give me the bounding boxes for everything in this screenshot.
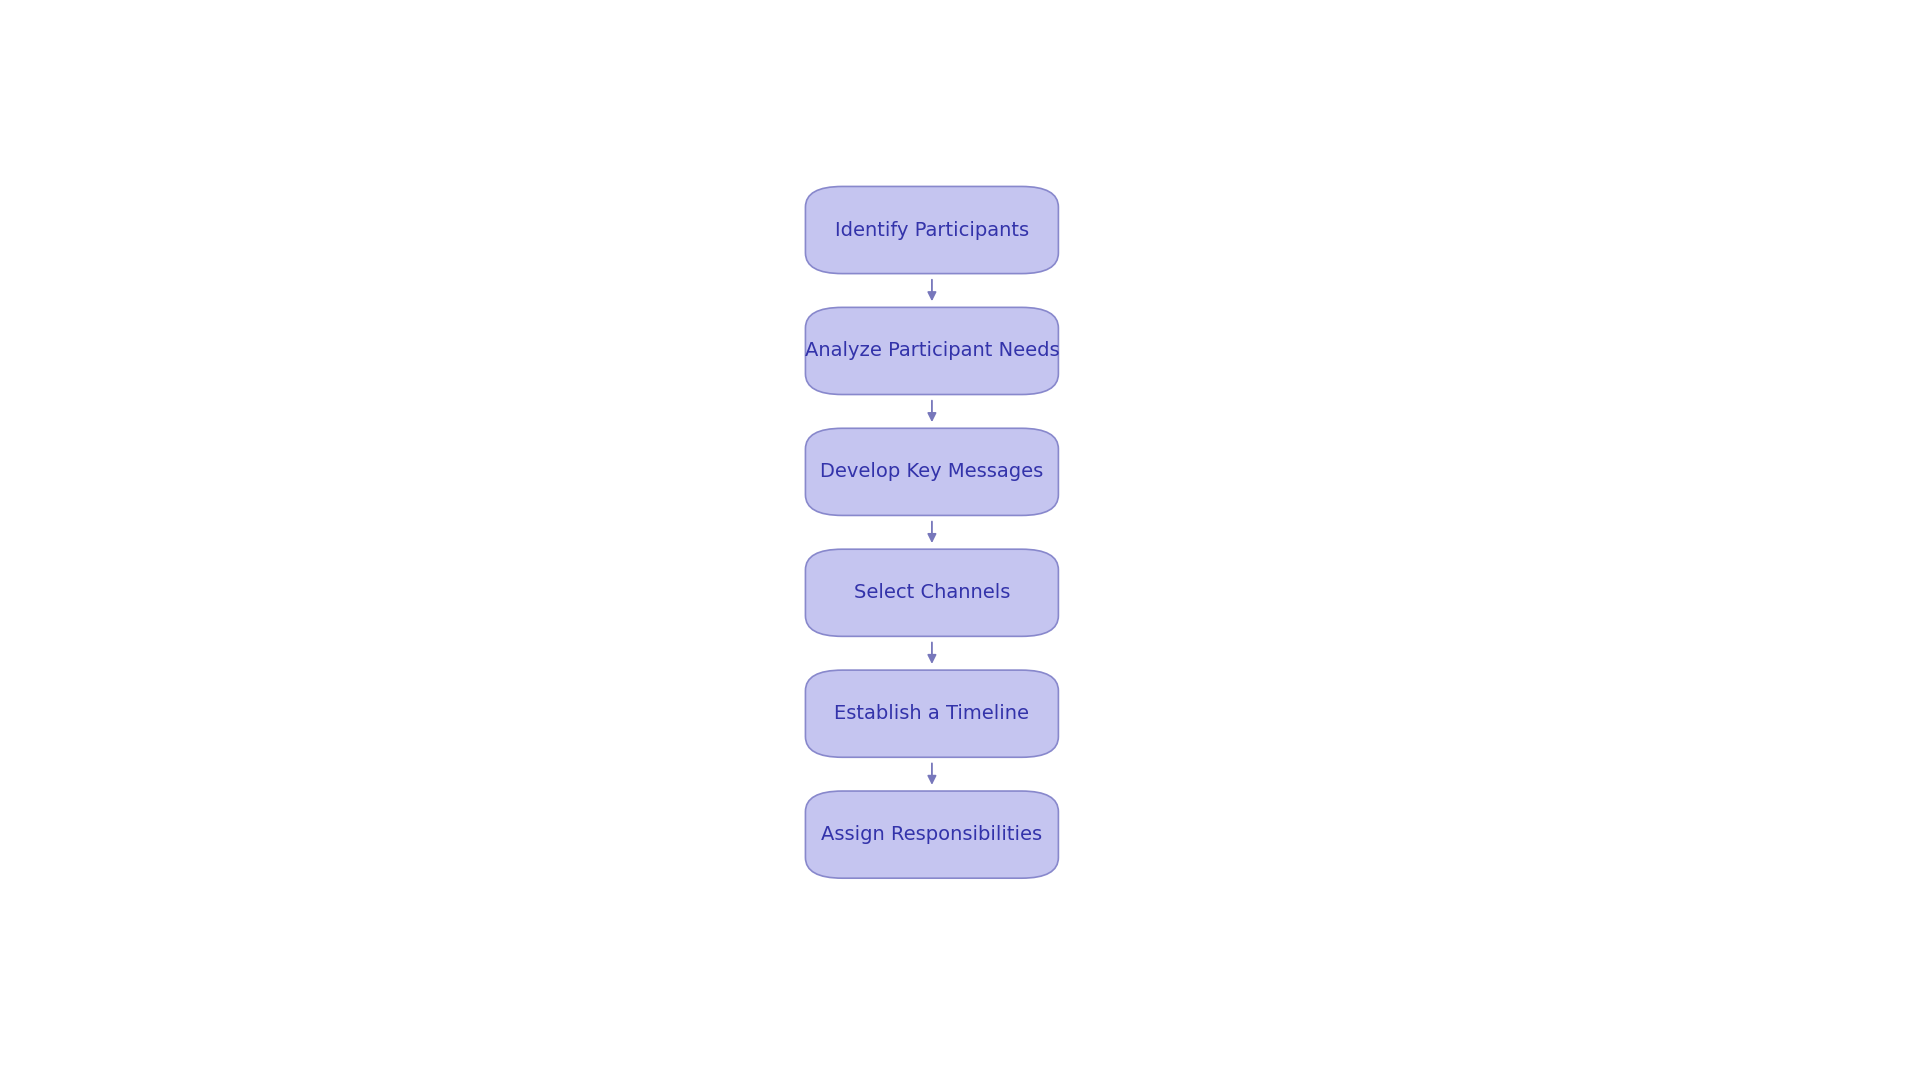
FancyBboxPatch shape: [806, 549, 1058, 637]
Text: Analyze Participant Needs: Analyze Participant Needs: [804, 341, 1060, 361]
Text: Select Channels: Select Channels: [854, 584, 1010, 602]
FancyBboxPatch shape: [806, 308, 1058, 394]
Text: Develop Key Messages: Develop Key Messages: [820, 462, 1044, 481]
Text: Identify Participants: Identify Participants: [835, 221, 1029, 239]
FancyBboxPatch shape: [806, 186, 1058, 274]
FancyBboxPatch shape: [806, 428, 1058, 516]
FancyBboxPatch shape: [806, 791, 1058, 878]
Text: Establish a Timeline: Establish a Timeline: [835, 704, 1029, 723]
Text: Assign Responsibilities: Assign Responsibilities: [822, 825, 1043, 844]
FancyBboxPatch shape: [806, 670, 1058, 757]
